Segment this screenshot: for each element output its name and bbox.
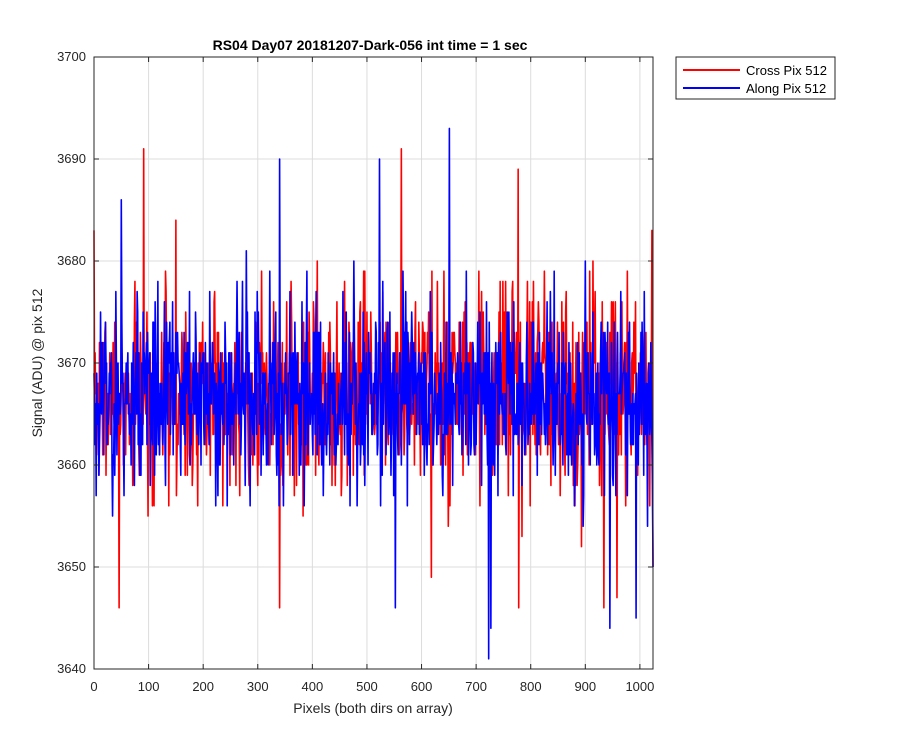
y-axis-label: Signal (ADU) @ pix 512: [29, 288, 45, 437]
chart-title: RS04 Day07 20181207-Dark-056 int time = …: [213, 37, 528, 53]
y-tick-label: 3650: [57, 559, 86, 574]
series-line-along: [93, 127, 654, 660]
y-tick-label: 3680: [57, 253, 86, 268]
y-tick-label: 3700: [57, 49, 86, 64]
tick-labels: 0 100 200 300 400 500 600 700 800 900 1000 3640 3650…: [57, 49, 654, 694]
x-tick-label: 1000: [625, 679, 654, 694]
y-tick-label: 3660: [57, 457, 86, 472]
y-tick-label: 3690: [57, 151, 86, 166]
x-tick-label: 400: [302, 679, 324, 694]
x-tick-label: 200: [192, 679, 214, 694]
x-axis-label: Pixels (both dirs on array): [293, 700, 453, 716]
x-tick-label: 700: [465, 679, 487, 694]
y-tick-label: 3640: [57, 661, 86, 676]
legend-box: [675, 56, 836, 100]
x-tick-label: 800: [520, 679, 542, 694]
x-tick-label: 600: [411, 679, 433, 694]
axes-ticks: [93, 56, 653, 670]
legend-label-cross: Cross Pix 512: [746, 63, 827, 78]
y-tick-label: 3670: [57, 355, 86, 370]
x-tick-label: 500: [356, 679, 378, 694]
x-tick-label: 900: [574, 679, 596, 694]
legend-label-along: Along Pix 512: [746, 81, 826, 96]
legend: Cross Pix 512 Along Pix 512: [675, 56, 836, 100]
x-tick-label: 0: [90, 679, 97, 694]
x-tick-label: 300: [247, 679, 269, 694]
series-layer: [93, 127, 654, 660]
x-tick-label: 100: [138, 679, 160, 694]
